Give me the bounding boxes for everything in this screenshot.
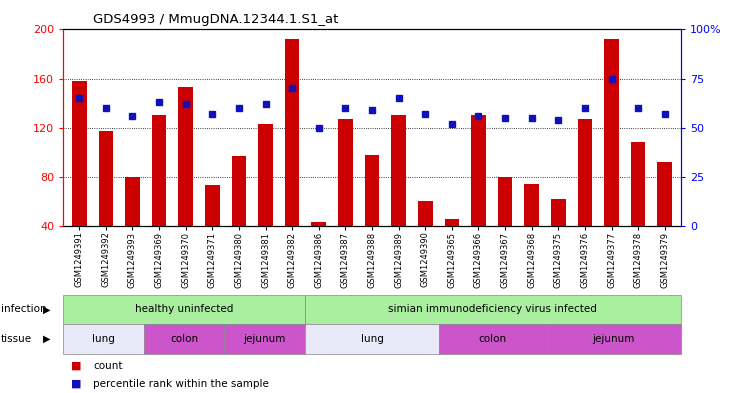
- Bar: [258, 124, 273, 226]
- Bar: [285, 39, 300, 226]
- Text: ■: ■: [71, 361, 81, 371]
- Text: percentile rank within the sample: percentile rank within the sample: [93, 379, 269, 389]
- Text: ■: ■: [71, 379, 81, 389]
- Bar: [225, 324, 305, 354]
- Bar: [231, 156, 246, 226]
- Bar: [144, 324, 225, 354]
- Text: ▶: ▶: [43, 334, 51, 344]
- Bar: [471, 116, 486, 226]
- Text: ▶: ▶: [43, 305, 51, 314]
- Text: GDS4993 / MmugDNA.12344.1.S1_at: GDS4993 / MmugDNA.12344.1.S1_at: [93, 13, 339, 26]
- Text: infection: infection: [1, 305, 46, 314]
- Bar: [631, 142, 646, 226]
- Text: lung: lung: [361, 334, 383, 344]
- Bar: [179, 87, 193, 226]
- Bar: [498, 177, 513, 226]
- Bar: [658, 162, 672, 226]
- Text: colon: colon: [478, 334, 507, 344]
- Text: jejunum: jejunum: [592, 334, 635, 344]
- Bar: [338, 119, 353, 226]
- Bar: [391, 116, 406, 226]
- Text: colon: colon: [170, 334, 198, 344]
- Bar: [418, 201, 432, 226]
- Bar: [365, 155, 379, 226]
- Text: healthy uninfected: healthy uninfected: [135, 305, 234, 314]
- Bar: [125, 177, 140, 226]
- Text: tissue: tissue: [1, 334, 32, 344]
- Bar: [98, 131, 113, 226]
- Bar: [63, 295, 305, 324]
- Bar: [525, 184, 539, 226]
- Bar: [547, 324, 681, 354]
- Bar: [152, 116, 167, 226]
- Bar: [551, 199, 565, 226]
- Bar: [205, 185, 219, 226]
- Text: simian immunodeficiency virus infected: simian immunodeficiency virus infected: [388, 305, 597, 314]
- Bar: [63, 324, 144, 354]
- Bar: [312, 222, 326, 226]
- Text: jejunum: jejunum: [243, 334, 286, 344]
- Bar: [305, 324, 439, 354]
- Bar: [72, 81, 86, 226]
- Bar: [439, 324, 547, 354]
- Text: lung: lung: [92, 334, 115, 344]
- Text: count: count: [93, 361, 123, 371]
- Bar: [305, 295, 681, 324]
- Bar: [444, 219, 459, 226]
- Bar: [577, 119, 592, 226]
- Bar: [604, 39, 619, 226]
